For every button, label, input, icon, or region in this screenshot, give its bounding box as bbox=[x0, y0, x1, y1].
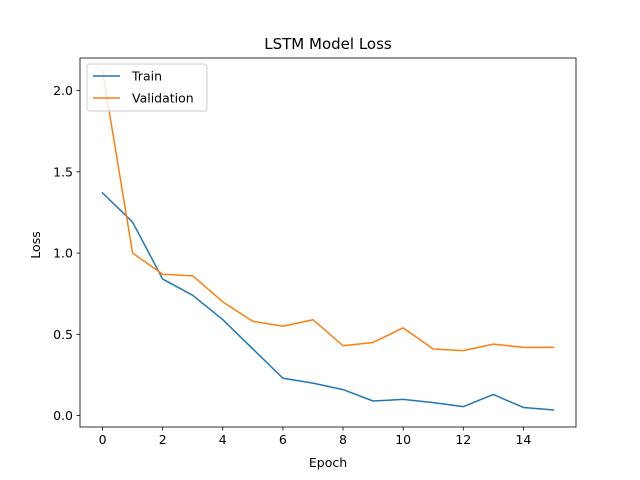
x-axis-label: Epoch bbox=[309, 455, 347, 470]
series-line-validation bbox=[101, 70, 555, 352]
x-tick-label: 14 bbox=[515, 432, 531, 447]
legend-label-train: Train bbox=[131, 69, 162, 84]
y-tick-label: 0.0 bbox=[53, 408, 73, 423]
y-tick-label: 2.0 bbox=[53, 83, 73, 98]
x-tick-label: 2 bbox=[159, 432, 167, 447]
plot-area: 0 2 4 6 8 10 12 14 0.0 0.5 1.0 1.5 2.0 bbox=[53, 57, 577, 447]
x-tick-label: 8 bbox=[339, 432, 347, 447]
chart-title: LSTM Model Loss bbox=[264, 35, 392, 53]
y-tick-label: 1.5 bbox=[53, 164, 73, 179]
x-tick-label: 6 bbox=[279, 432, 287, 447]
legend-label-validation: Validation bbox=[132, 91, 194, 106]
x-tick-label: 12 bbox=[455, 432, 471, 447]
series-line-train bbox=[101, 191, 555, 411]
y-tick-label: 1.0 bbox=[53, 246, 73, 261]
x-tick-label: 0 bbox=[99, 432, 107, 447]
legend: Train Validation bbox=[86, 63, 208, 112]
axes-frame bbox=[79, 57, 577, 428]
x-tick-label: 10 bbox=[395, 432, 411, 447]
y-tick-label: 0.5 bbox=[53, 327, 73, 342]
y-axis-label: Loss bbox=[28, 231, 43, 258]
x-tick-label: 4 bbox=[219, 432, 227, 447]
